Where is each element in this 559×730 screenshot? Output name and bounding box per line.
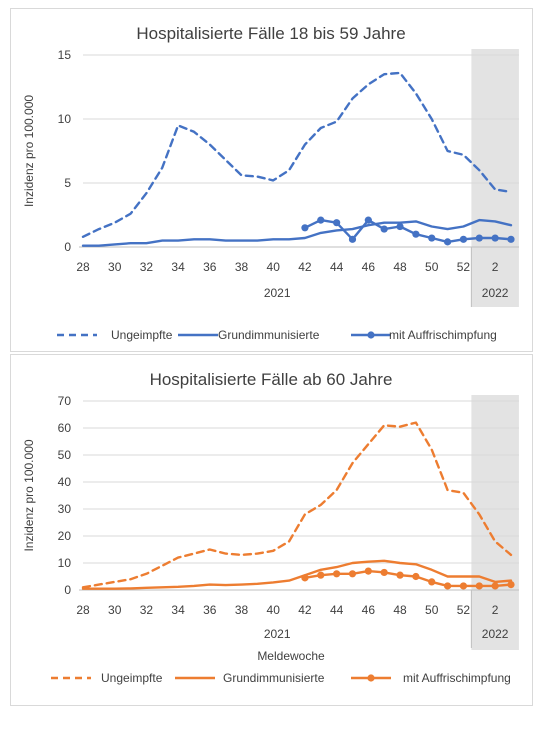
y-axis-label: Inzidenz pro 100.000 [22,95,36,207]
data-point [491,234,499,242]
legend-label: mit Auffrischimpfung [403,671,511,685]
data-point [396,222,404,231]
series-line-1 [81,71,513,238]
x-tick-label: 28 [76,260,90,274]
legend-label: Grundimmunisierte [218,328,320,342]
x-tick-label: 34 [171,260,185,274]
data-point [459,235,468,243]
data-point [459,582,468,590]
y-tick-label: 15 [58,48,72,62]
data-point [412,572,420,581]
x-tick-label: 44 [330,260,344,274]
y-tick-label: 10 [58,112,72,126]
data-point [333,570,341,578]
data-point [443,582,452,590]
x-tick-label: 32 [140,260,154,274]
data-point [301,224,309,232]
year-label: 2021 [264,286,291,300]
x-tick-label: 38 [235,603,249,617]
x-tick-label: 50 [425,260,439,274]
y-axis-label: Inzidenz pro 100.000 [22,439,36,551]
legend-label: mit Auffrischimpfung [389,328,497,342]
x-tick-label: 38 [235,260,249,274]
data-point [475,582,483,590]
x-tick-label: 46 [362,260,376,274]
data-point [364,216,372,224]
x-tick-label: 42 [298,260,312,274]
x-tick-label: 48 [393,260,407,274]
data-point [348,235,357,243]
x-tick-label: 36 [203,603,217,617]
x-tick-label: 42 [298,603,312,617]
data-point [317,216,325,224]
x-tick-label: 40 [267,260,281,274]
data-point [428,578,436,586]
data-point [412,230,420,238]
data-point [333,219,341,227]
series-line-2 [81,559,513,590]
x-tick-label: 50 [425,603,439,617]
data-point [507,581,515,589]
year-label: 2022 [482,627,509,641]
data-point [348,570,357,578]
series-line-2 [81,218,513,247]
x-tick-label: 2 [492,603,499,617]
y-tick-label: 0 [64,240,71,254]
chart-18-59: Hospitalisierte Fälle 18 bis 59 Jahre 0 5 1… [22,24,519,342]
y-tick-label: 20 [58,529,72,543]
chart-panel-60-plus: Hospitalisierte Fälle ab 60 Jahre 0 10 20 30… [10,354,533,706]
y-tick-label: 70 [58,394,72,408]
x-tick-label: 34 [171,603,185,617]
year-label: 2021 [264,627,291,641]
x-tick-label: 30 [108,603,122,617]
y-tick-label: 10 [58,556,72,570]
data-point [475,234,483,242]
x-tick-label: 52 [457,260,471,274]
data-point [507,235,515,243]
x-tick-label: 32 [140,603,154,617]
data-point [380,225,388,233]
data-point [443,238,452,246]
year-label: 2022 [482,286,509,300]
y-tick-label: 0 [64,583,71,597]
data-point [317,571,325,579]
data-point [380,568,388,577]
legend-label: Ungeimpfte [111,328,173,342]
data-point [396,571,404,579]
y-tick-label: 5 [64,176,71,190]
x-tick-label: 46 [362,603,376,617]
legend-marker [367,331,375,339]
shaded-region [471,395,519,650]
x-tick-label: 52 [457,603,471,617]
chart-panel-18-59: Hospitalisierte Fälle 18 bis 59 Jahre 0 5 1… [10,8,533,352]
chart-title: Hospitalisierte Fälle ab 60 Jahre [150,370,393,389]
chart-60-plus: Hospitalisierte Fälle ab 60 Jahre 0 10 20 30… [22,370,519,685]
y-tick-label: 60 [58,421,72,435]
x-axis-label: Meldewoche [257,649,325,663]
x-tick-label: 2 [492,260,499,274]
legend-label: Ungeimpfte [101,671,163,685]
y-tick-label: 40 [58,475,72,489]
legend-label: Grundimmunisierte [223,671,325,685]
data-point [491,582,499,590]
series-line-1 [81,421,513,589]
x-tick-label: 48 [393,603,407,617]
shaded-region [471,49,519,307]
chart-title: Hospitalisierte Fälle 18 bis 59 Jahre [136,24,405,43]
data-point [301,574,309,582]
x-tick-label: 30 [108,260,122,274]
legend-marker [367,674,375,682]
x-tick-label: 40 [267,603,281,617]
x-tick-label: 44 [330,603,344,617]
y-tick-label: 30 [58,502,72,516]
data-point [364,567,372,575]
x-tick-label: 28 [76,603,90,617]
x-tick-label: 36 [203,260,217,274]
data-point [428,234,436,242]
y-tick-label: 50 [58,448,72,462]
